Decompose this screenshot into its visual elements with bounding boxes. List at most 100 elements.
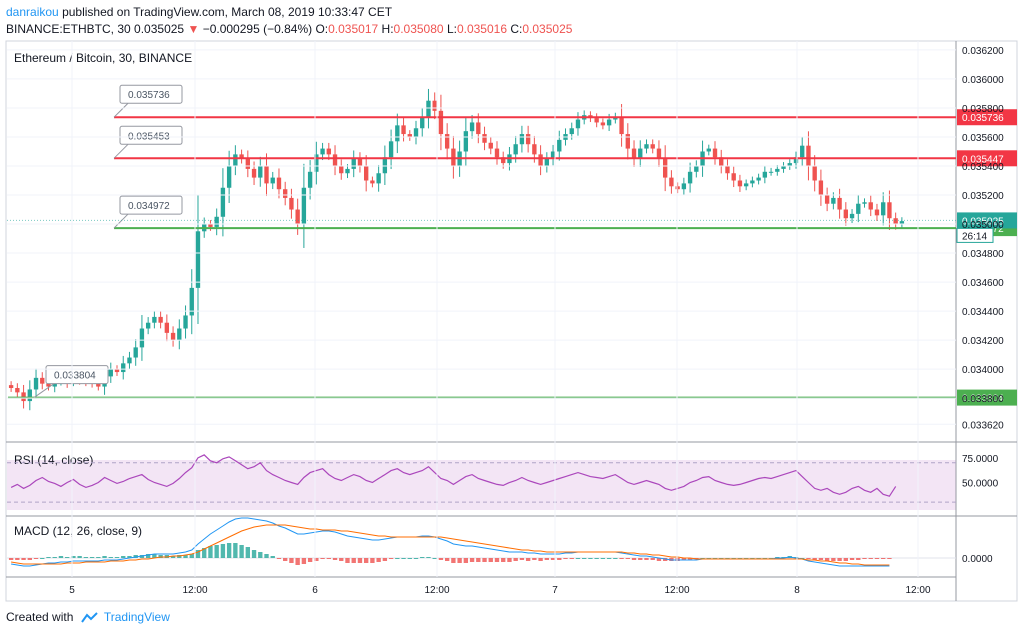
macd-histogram-bar [818, 558, 824, 560]
candle-body [27, 389, 32, 402]
macd-histogram-bar [270, 556, 275, 558]
macd-histogram-bar [326, 558, 331, 559]
level-callout-label: 0.034972 [128, 201, 170, 212]
macd-histogram-bar [831, 558, 836, 561]
candle-body [395, 125, 400, 142]
candle-body [837, 197, 842, 210]
candle-body [245, 158, 251, 169]
candle-body [706, 148, 711, 152]
open-label: O: [315, 22, 329, 36]
macd-histogram-bar [476, 558, 481, 562]
candle-body [525, 134, 531, 145]
price-tick-label: 0.036200 [962, 46, 1004, 57]
candle-body [46, 383, 51, 387]
candle-body [295, 209, 300, 225]
candle-body [127, 357, 132, 364]
high-label: H: [381, 22, 394, 36]
candle-body [737, 180, 743, 187]
macd-histogram-bar [189, 554, 194, 558]
macd-histogram-bar [544, 558, 550, 560]
candle-body [258, 165, 263, 178]
macd-histogram-bar [557, 558, 562, 560]
candle-body [687, 171, 693, 184]
macd-histogram-bar [58, 556, 64, 558]
candle-body [170, 332, 176, 341]
candle-body [482, 134, 487, 143]
macd-histogram-bar [868, 558, 873, 559]
candle-body [625, 134, 630, 149]
macd-histogram-bar [376, 558, 381, 562]
macd-histogram-bar [283, 558, 288, 561]
signal-line [11, 524, 890, 566]
macd-histogram-bar [420, 557, 425, 558]
candle-body [220, 187, 226, 217]
candle-body [357, 158, 363, 166]
candle-body [438, 110, 444, 135]
macd-histogram-bar [220, 544, 226, 558]
macd-histogram-bar [550, 558, 556, 560]
macd-histogram-bar [856, 558, 861, 560]
macd-histogram-bar [413, 558, 419, 559]
candle-body [320, 148, 325, 155]
created-with-text: Created with [6, 610, 74, 624]
macd-histogram-bar [307, 558, 313, 562]
candle-body [550, 151, 556, 159]
macd-histogram-bar [170, 556, 176, 558]
candle-body [251, 168, 257, 178]
candle-body [501, 157, 506, 164]
candle-body [145, 322, 151, 329]
macd-histogram-bar [874, 558, 880, 559]
candle-body [476, 122, 481, 135]
chart-frame [5, 40, 1018, 602]
candle-body [893, 218, 898, 225]
macd-histogram-bar [501, 558, 506, 562]
macd-histogram-bar [183, 555, 188, 558]
macd-histogram-bar [251, 550, 257, 558]
macd-histogram-bar [887, 558, 892, 559]
rsi-line [10, 454, 897, 497]
macd-histogram-bar [89, 557, 95, 558]
candle-body [712, 148, 718, 158]
macd-histogram-bar [295, 558, 300, 565]
macd-histogram-bar [656, 558, 662, 561]
macd-histogram-bar [862, 558, 867, 559]
candle-body [432, 100, 437, 111]
time-tick-label: 6 [312, 585, 318, 596]
level-callout [119, 195, 183, 215]
candle-body [407, 134, 412, 137]
time-tick-label: 12:00 [905, 585, 930, 596]
macd-histogram-bar [687, 558, 693, 560]
macd-histogram-bar [96, 557, 101, 558]
candle-body [307, 171, 313, 188]
tradingview-brand[interactable]: TradingView [103, 610, 170, 624]
macd-histogram-bar [202, 548, 207, 558]
change-down-icon: ▼ [187, 22, 200, 36]
close-label: C: [510, 22, 523, 36]
macd-histogram-bar [239, 545, 244, 558]
macd-histogram-bar [619, 558, 624, 559]
candle-body [114, 369, 120, 373]
macd-histogram-bar [388, 558, 394, 559]
candle-body [401, 125, 406, 135]
candle-body [463, 131, 469, 152]
candle-body [681, 183, 687, 190]
candle-body [787, 163, 792, 166]
time-tick-label: 12:00 [182, 585, 207, 596]
level-axis-tag [957, 109, 1017, 126]
candle-body [750, 180, 755, 184]
candle-body [183, 315, 188, 329]
callout-pointer [33, 383, 55, 399]
macd-histogram-bar [849, 558, 855, 560]
close-value: 0.035025 [522, 22, 573, 36]
candle-body [332, 154, 338, 166]
candle-body [644, 144, 649, 149]
macd-histogram-bar [525, 558, 531, 561]
candle-body [276, 177, 282, 190]
low-value: 0.035016 [456, 22, 508, 36]
candle-body [781, 165, 786, 169]
author-link[interactable]: danraikou [6, 5, 59, 19]
level-axis-tag-label: 0.033804 [962, 394, 1004, 405]
published-text: published on TradingView.com, March 08, … [62, 5, 393, 19]
candle-body [694, 165, 699, 172]
